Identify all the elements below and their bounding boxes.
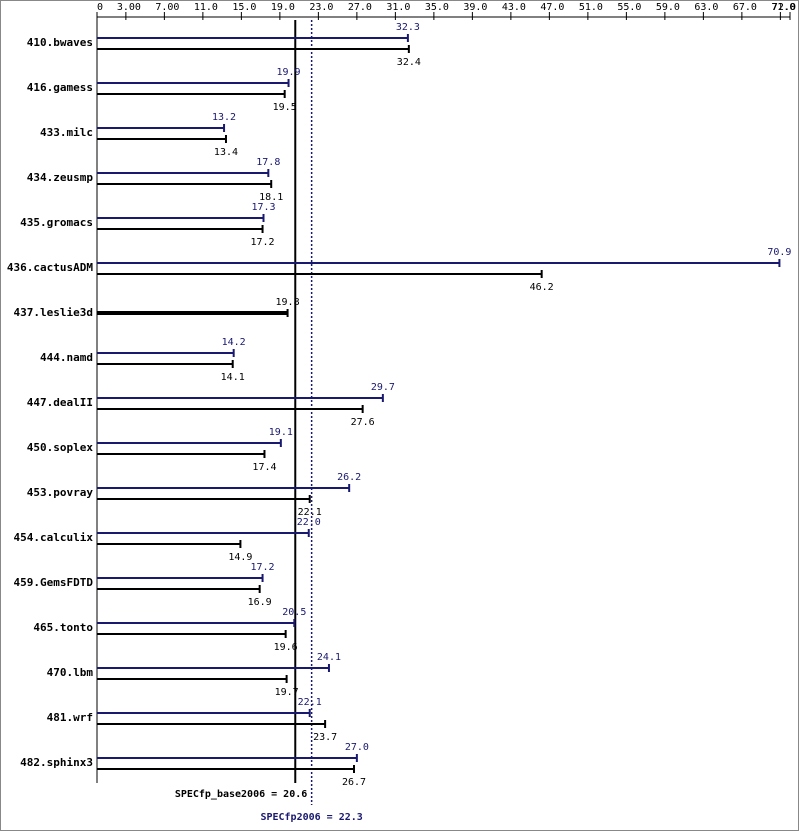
x-tick-label: 11.0 (194, 2, 218, 13)
x-tick-label: 63.0 (694, 2, 718, 13)
x-tick-label: 67.0 (733, 2, 757, 13)
category-label: 434.zeusmp (27, 171, 94, 184)
value-label: 27.6 (351, 417, 375, 428)
category-label: 437.leslie3d (14, 306, 93, 319)
value-label: 17.2 (251, 237, 275, 248)
value-label: 18.1 (259, 192, 283, 203)
x-tick-label: 59.0 (656, 2, 680, 13)
category-label: 470.lbm (47, 666, 94, 679)
value-label: 17.3 (251, 202, 275, 213)
category-label: 436.cactusADM (7, 261, 93, 274)
category-label: 482.sphinx3 (20, 756, 93, 769)
x-tick-label: 72.0 (772, 2, 796, 13)
value-label: 22.1 (298, 507, 322, 518)
value-label: 22.0 (297, 517, 321, 528)
x-tick-label: 27.0 (348, 2, 372, 13)
category-label: 444.namd (40, 351, 93, 364)
category-label: 433.milc (40, 126, 93, 139)
value-label: 16.9 (248, 597, 272, 608)
category-label: 465.tonto (33, 621, 93, 634)
x-tick-label: 0 (97, 2, 103, 13)
x-tick-label: 31.0 (386, 2, 410, 13)
value-label: 17.4 (252, 462, 276, 473)
category-label: 459.GemsFDTD (14, 576, 94, 589)
value-label: 32.4 (397, 57, 421, 68)
value-label: 19.8 (276, 297, 300, 308)
value-label: 23.7 (313, 732, 337, 743)
x-tick-label: 35.0 (425, 2, 449, 13)
x-tick-label: 43.0 (502, 2, 526, 13)
value-label: 14.1 (221, 372, 245, 383)
x-tick-label: 15.0 (232, 2, 256, 13)
value-label: 46.2 (530, 282, 554, 293)
category-label: 454.calculix (14, 531, 94, 544)
x-tick-label: 3.00 (117, 2, 141, 13)
x-tick-label: 47.0 (540, 2, 564, 13)
value-label: 26.2 (337, 472, 361, 483)
reference-label: SPECfp2006 = 22.3 (260, 812, 362, 823)
category-label: 435.gromacs (20, 216, 93, 229)
value-label: 17.8 (256, 157, 280, 168)
value-label: 19.5 (273, 102, 297, 113)
value-label: 20.5 (282, 607, 306, 618)
x-tick-label: 7.00 (155, 2, 179, 13)
value-label: 19.7 (275, 687, 299, 698)
category-label: 481.wrf (47, 711, 93, 724)
value-label: 13.4 (214, 147, 238, 158)
value-label: 19.6 (274, 642, 298, 653)
value-label: 70.9 (767, 247, 791, 258)
value-label: 22.1 (298, 697, 322, 708)
category-label: 447.dealII (27, 396, 93, 409)
value-label: 19.9 (276, 67, 300, 78)
value-label: 32.3 (396, 22, 420, 33)
value-label: 17.2 (251, 562, 275, 573)
value-label: 19.1 (269, 427, 293, 438)
x-tick-label: 51.0 (579, 2, 603, 13)
value-label: 14.9 (228, 552, 252, 563)
category-label: 416.gamess (27, 81, 93, 94)
x-tick-label: 19.0 (271, 2, 295, 13)
category-label: 453.povray (27, 486, 94, 499)
x-tick-label: 71.0 (771, 2, 795, 13)
value-label: 14.2 (222, 337, 246, 348)
value-label: 26.7 (342, 777, 366, 788)
x-tick-label: 55.0 (617, 2, 641, 13)
value-label: 27.0 (345, 742, 369, 753)
x-tick-label: 23.0 (309, 2, 333, 13)
value-label: 24.1 (317, 652, 341, 663)
category-label: 410.bwaves (27, 36, 93, 49)
x-tick-label: 39.0 (463, 2, 487, 13)
category-label: 450.soplex (27, 441, 94, 454)
reference-label: SPECfp_base2006 = 20.6 (175, 789, 307, 800)
value-label: 29.7 (371, 382, 395, 393)
value-label: 13.2 (212, 112, 236, 123)
